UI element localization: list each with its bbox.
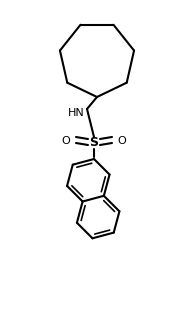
Text: S: S [89, 137, 99, 149]
Text: O: O [62, 136, 70, 146]
Text: HN: HN [68, 108, 84, 118]
Text: O: O [118, 136, 126, 146]
